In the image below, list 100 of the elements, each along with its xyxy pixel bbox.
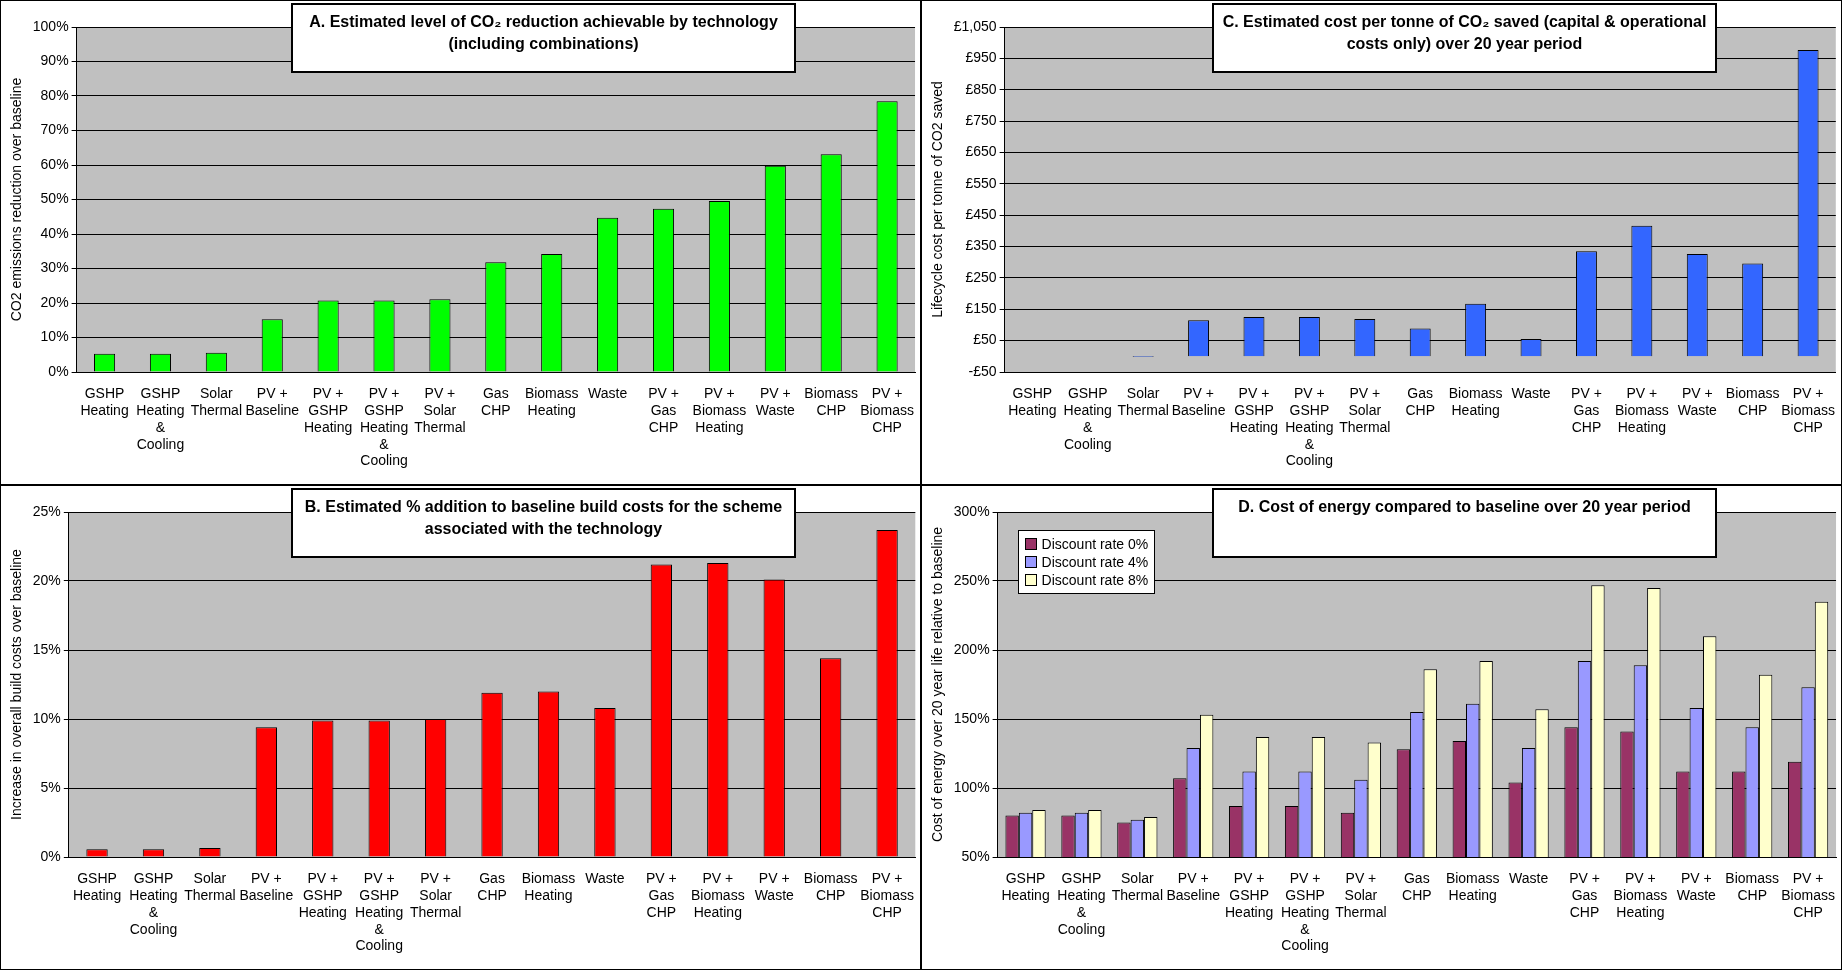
y-axis-title: Lifecycle cost per tonne of CO2 saved [929, 81, 946, 318]
y-tick-label: £650 [965, 143, 997, 160]
y-tick-label: £950 [965, 49, 997, 66]
x-tick-label: GSHP Heating [1008, 385, 1057, 419]
x-tick-label: Biomass Heating [1445, 870, 1500, 904]
y-tick-label: 300% [953, 502, 990, 519]
y-axis-title: CO2 emissions reduction over baseline [8, 77, 25, 322]
x-tick-label: Waste [1509, 870, 1549, 887]
y-tick-label: 90% [40, 52, 69, 69]
y-tick-label: £350 [965, 237, 997, 254]
y-tick-label: 80% [40, 86, 69, 103]
x-tick-label: GSHP Heating & Cooling [129, 870, 178, 937]
x-tick-label: PV + Biomass Heating [1613, 870, 1668, 920]
x-tick-label: PV + GSHP Heating & Cooling [359, 385, 409, 469]
y-tick-label: 40% [40, 224, 69, 241]
y-tick-label: 10% [40, 328, 69, 345]
x-tick-label: PV + Solar Thermal [1339, 385, 1391, 435]
y-tick-label: £450 [965, 206, 997, 223]
x-tick-label: PV + Waste [755, 385, 796, 419]
x-tick-label: PV + Solar Thermal [414, 385, 466, 435]
y-tick-label: 70% [40, 121, 69, 138]
y-tick-label: 0% [40, 847, 61, 864]
x-tick-label: Biomass Heating [521, 870, 576, 904]
y-tick-label: 100% [32, 17, 69, 34]
chart-title: A. Estimated level of CO₂ reduction achievable by technology (including combinations) [308, 12, 779, 54]
chart-title: D. Cost of energy compared to baseline over 20 year period [1237, 497, 1692, 517]
x-tick-label: GSHP Heating [72, 870, 122, 904]
y-tick-label: 20% [40, 293, 69, 310]
x-tick-label: PV + Gas CHP [648, 385, 679, 435]
x-tick-label: PV + Biomass CHP [1781, 385, 1835, 435]
y-tick-label: £150 [965, 300, 997, 317]
x-tick-label: PV + Waste [754, 870, 795, 904]
y-tick-label: 5% [40, 778, 61, 795]
x-tick-label: PV + GSHP Heating [304, 385, 353, 435]
y-tick-label: 250% [953, 571, 990, 588]
y-tick-label: 60% [40, 155, 69, 172]
x-tick-label: Biomass CHP [1725, 385, 1780, 419]
y-tick-label: 200% [953, 640, 990, 657]
y-tick-label: 150% [953, 709, 990, 726]
x-tick-label: PV + Gas CHP [1569, 870, 1600, 920]
x-tick-label: Waste [588, 385, 628, 402]
x-tick-label: Solar Thermal [184, 870, 236, 904]
x-tick-label: PV + GSHP Heating [1229, 385, 1279, 435]
x-tick-label: PV + Biomass CHP [1781, 870, 1835, 920]
y-tick-label: 100% [953, 778, 990, 795]
x-tick-label: PV + Biomass Heating [692, 385, 747, 435]
legend-label: Discount rate 4% [1041, 554, 1149, 570]
y-tick-label: 50% [961, 847, 990, 864]
y-tick-label: 20% [32, 571, 61, 588]
y-tick-label: 25% [32, 502, 61, 519]
x-tick-label: Gas CHP [477, 870, 507, 904]
x-tick-label: PV + Baseline [1166, 870, 1221, 904]
y-axis-title: Increase in overall build costs over baseline [8, 548, 25, 820]
legend-label: Discount rate 8% [1041, 572, 1149, 588]
y-tick-label: £550 [965, 174, 997, 191]
x-tick-label: Gas CHP [481, 385, 511, 419]
x-tick-label: Biomass Heating [1448, 385, 1503, 419]
y-tick-label: -£50 [968, 362, 997, 379]
x-tick-label: Solar Thermal [1111, 870, 1164, 904]
x-tick-label: PV + GSHP Heating & Cooling [1280, 870, 1330, 954]
x-tick-label: Biomass CHP [803, 870, 858, 904]
x-tick-label: PV + Biomass Heating [690, 870, 745, 920]
x-tick-label: Gas CHP [1405, 385, 1435, 419]
y-tick-label: 50% [40, 190, 69, 207]
y-tick-label: £250 [965, 268, 997, 285]
x-tick-label: PV + Waste [1676, 870, 1717, 904]
y-tick-label: 30% [40, 259, 69, 276]
x-tick-label: PV + Biomass Heating [1615, 385, 1669, 435]
y-tick-label: 15% [32, 640, 61, 657]
y-tick-label: £50 [973, 331, 997, 348]
y-axis-title: Cost of energy over 20 year life relative to baseline [929, 526, 946, 843]
x-tick-label: Solar Thermal [190, 385, 243, 419]
x-tick-label: PV + GSHP Heating & Cooling [355, 870, 404, 954]
x-tick-label: GSHP Heating & Cooling [136, 385, 185, 452]
y-tick-label: £750 [965, 111, 997, 128]
x-tick-label: Waste [585, 870, 625, 887]
x-tick-label: PV + Biomass CHP [860, 385, 914, 435]
x-tick-label: PV + Biomass CHP [860, 870, 914, 920]
x-tick-label: PV + Solar Thermal [409, 870, 462, 920]
chart-title: C. Estimated cost per tonne of CO₂ saved (capital & operational costs only) over 20 year period [1221, 12, 1708, 54]
x-tick-label: GSHP Heating [1001, 870, 1050, 904]
x-tick-label: PV + Baseline [1171, 385, 1226, 419]
y-tick-label: 0% [48, 362, 69, 379]
x-tick-label: PV + GSHP Heating [1225, 870, 1274, 920]
x-tick-label: Gas CHP [1402, 870, 1432, 904]
x-tick-label: PV + Solar Thermal [1335, 870, 1387, 920]
x-tick-label: PV + Baseline [239, 870, 294, 904]
y-tick-label: £1,050 [953, 17, 997, 34]
x-tick-label: GSHP Heating & Cooling [1057, 870, 1106, 937]
x-tick-label: Biomass CHP [804, 385, 859, 419]
x-tick-label: PV + GSHP Heating [298, 870, 347, 920]
x-tick-label: PV + Waste [1677, 385, 1718, 419]
x-tick-label: PV + Baseline [245, 385, 300, 419]
x-tick-label: Waste [1511, 385, 1551, 402]
x-tick-label: GSHP Heating & Cooling [1063, 385, 1112, 452]
chart-title: B. Estimated % addition to baseline build costs for the scheme associated with the technology [303, 497, 784, 539]
legend-label: Discount rate 0% [1041, 536, 1149, 552]
x-tick-label: PV + Gas CHP [645, 870, 677, 920]
y-tick-label: £850 [965, 80, 997, 97]
x-tick-label: PV + Gas CHP [1571, 385, 1602, 435]
